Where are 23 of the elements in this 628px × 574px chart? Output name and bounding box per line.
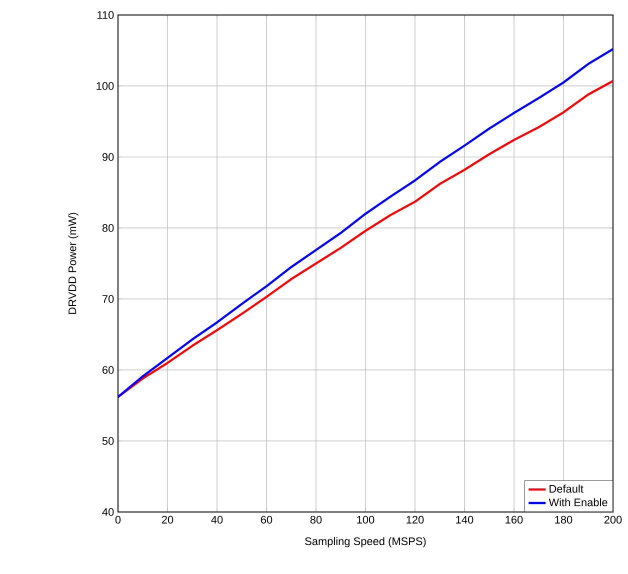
- y-axis-title: DRVDD Power (mW): [68, 212, 78, 314]
- x-tick-label: 80: [310, 516, 322, 524]
- x-axis-title: Sampling Speed (MSPS): [305, 537, 426, 548]
- y-tick-label: 70: [102, 295, 114, 303]
- x-tick-label: 40: [211, 516, 223, 524]
- y-tick-label: 100: [96, 82, 114, 90]
- y-tick-label: 90: [102, 153, 114, 161]
- x-tick-label: 180: [555, 516, 572, 524]
- y-tick-label: 110: [98, 11, 114, 19]
- x-tick-label: 120: [406, 516, 424, 524]
- y-tick-label: 60: [102, 366, 114, 374]
- x-tick-label: 140: [456, 516, 474, 524]
- x-tick-label: 160: [506, 516, 523, 524]
- legend-label: Default: [550, 484, 584, 493]
- legend-label: With Enable: [548, 498, 608, 506]
- y-tick-label: 80: [102, 224, 114, 232]
- y-tick-label: 40: [102, 508, 114, 516]
- x-tick-label: 100: [357, 516, 374, 524]
- x-tick-label: 0: [115, 516, 121, 524]
- y-tick-label: 50: [102, 437, 114, 445]
- x-tick-label: 60: [260, 516, 272, 524]
- x-tick-label: 20: [162, 516, 174, 524]
- x-tick-label: 200: [604, 516, 622, 524]
